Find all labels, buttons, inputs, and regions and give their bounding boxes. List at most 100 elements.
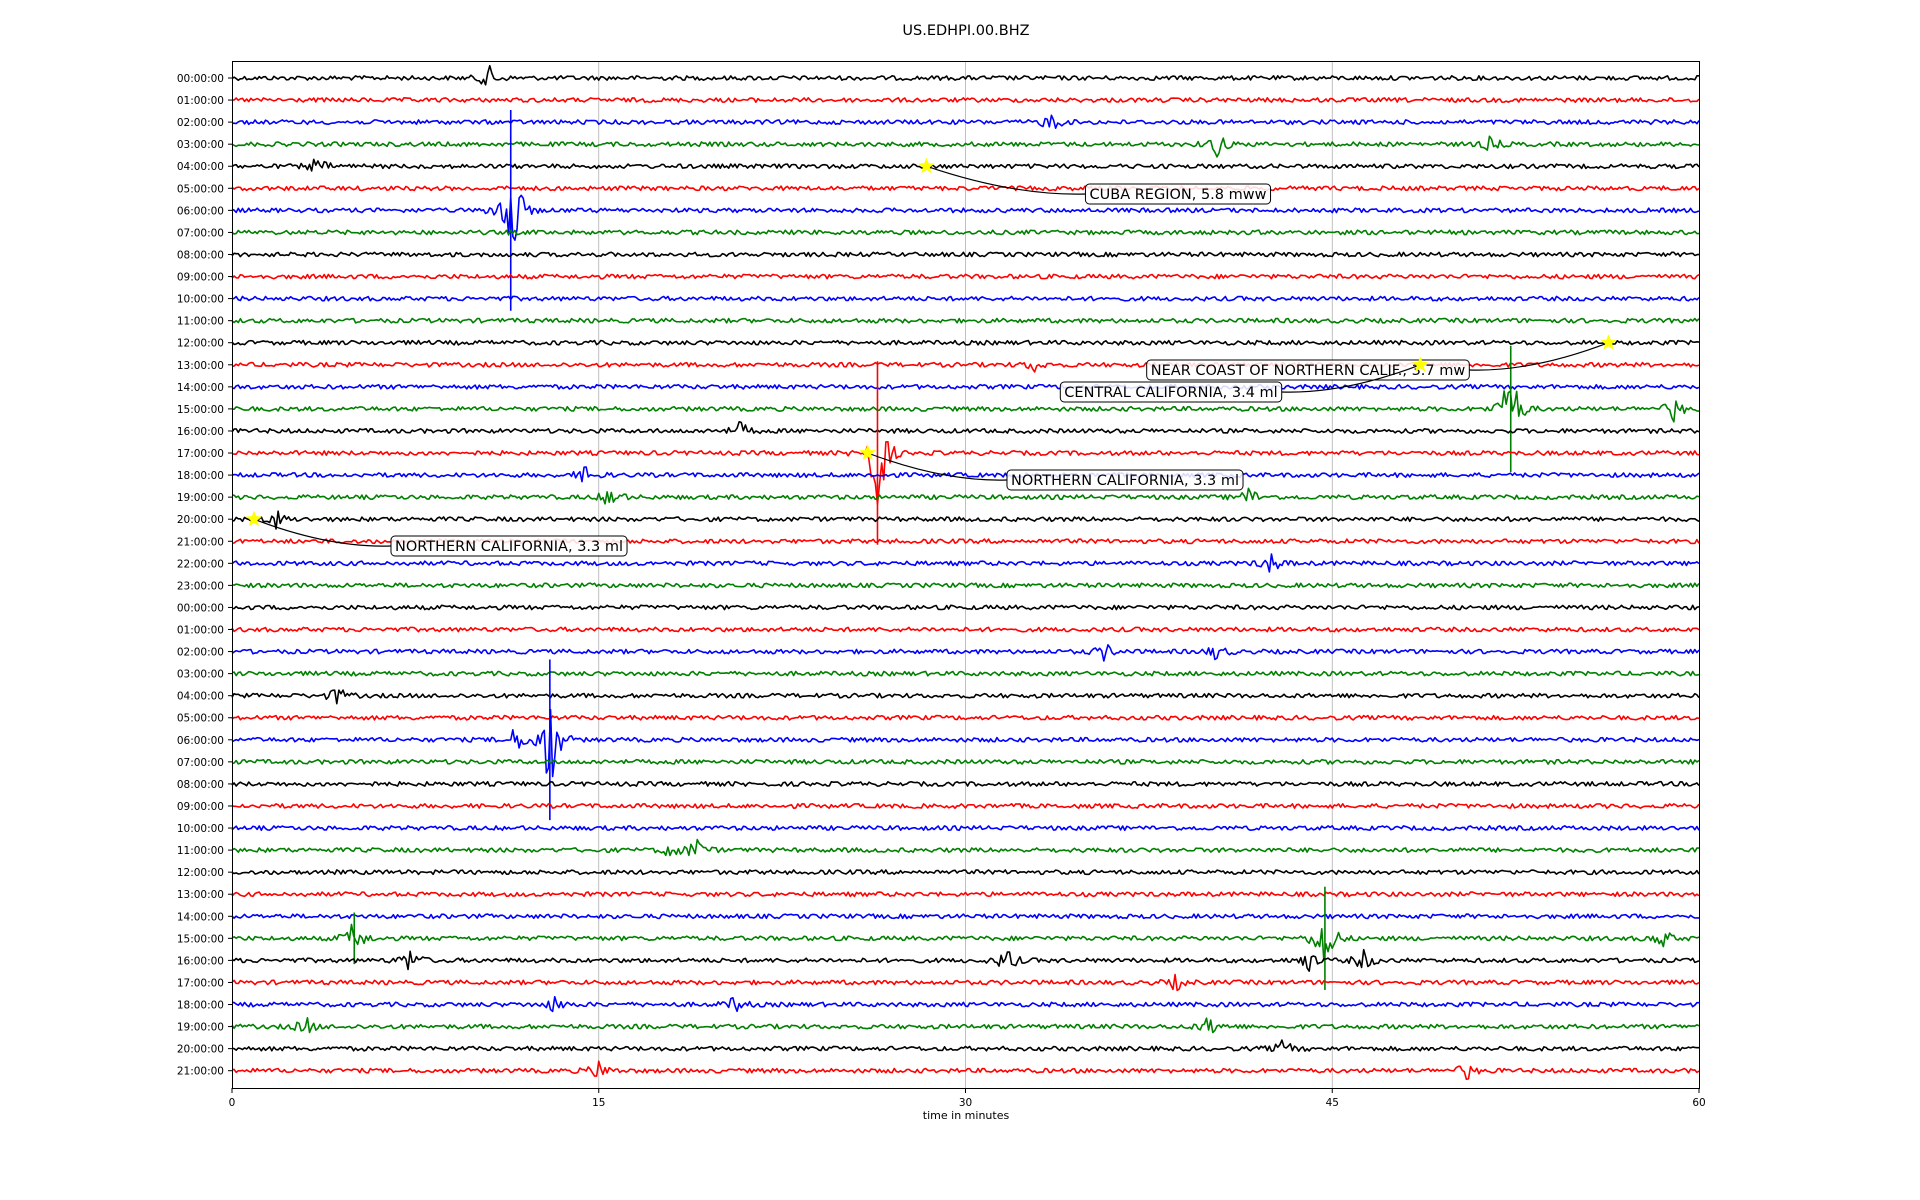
y-tick-label: 13:00:00: [177, 360, 224, 372]
trace-row: [231, 869, 1700, 876]
y-tick-label: 14:00:00: [177, 911, 224, 923]
y-tick-label: 12:00:00: [177, 867, 224, 879]
trace-row: [231, 441, 1700, 505]
y-tick-label: 06:00:00: [177, 735, 224, 747]
trace-row: [231, 670, 1700, 677]
y-tick-label: 07:00:00: [177, 757, 224, 769]
y-tick-label: 14:00:00: [177, 382, 224, 394]
trace-row: [231, 626, 1700, 633]
trace-row: [231, 420, 1700, 435]
event-star-marker: [1600, 333, 1617, 350]
x-axis-ticks: 0 15 30 45 60: [229, 1088, 1706, 1109]
event-label: CUBA REGION, 5.8 mww: [1090, 187, 1267, 203]
y-tick-label: 17:00:00: [177, 977, 224, 989]
trace-row: [231, 466, 1700, 483]
trace-row: [231, 838, 1700, 857]
event-label-box: [1146, 359, 1470, 381]
trace-row: [231, 802, 1700, 809]
y-tick-label: 15:00:00: [177, 404, 224, 416]
trace-row: [231, 891, 1700, 898]
y-tick-label: 16:00:00: [177, 955, 224, 967]
event-star-marker: [1412, 356, 1429, 372]
y-tick-label: 22:00:00: [177, 558, 224, 570]
y-tick-label: 02:00:00: [177, 647, 224, 659]
x-tick-label: 15: [592, 1097, 605, 1109]
trace-row: [231, 487, 1700, 505]
trace-row: [231, 973, 1700, 992]
trace-row: [231, 251, 1700, 258]
trace-row: [231, 1039, 1700, 1053]
y-tick-label: 11:00:00: [177, 845, 224, 857]
trace-row: [231, 825, 1700, 832]
y-tick-label: 08:00:00: [177, 779, 224, 791]
y-tick-label: 00:00:00: [177, 602, 224, 614]
event-label-box: [1006, 469, 1244, 491]
y-tick-label: 04:00:00: [177, 691, 224, 703]
trace-row: [231, 689, 1700, 705]
y-tick-label: 05:00:00: [177, 183, 224, 195]
x-axis-label: time in minutes: [923, 1109, 1010, 1122]
trace-row: [231, 1060, 1700, 1081]
trace-row: [231, 510, 1700, 530]
event-label: NEAR COAST OF NORTHERN CALIF., 3.7 mw: [1151, 363, 1466, 379]
y-tick-label: 07:00:00: [177, 227, 224, 239]
y-tick-label: 16:00:00: [177, 426, 224, 438]
trace-row: [231, 229, 1700, 236]
y-tick-label: 01:00:00: [177, 625, 224, 637]
y-tick-label: 18:00:00: [177, 470, 224, 482]
y-tick-label: 17:00:00: [177, 448, 224, 460]
y-tick-label: 20:00:00: [177, 514, 224, 526]
event-label: CENTRAL CALIFORNIA, 3.4 ml: [1064, 385, 1277, 401]
event-label-box: [390, 535, 628, 557]
trace-row: [231, 194, 1700, 241]
trace-row: [231, 114, 1700, 129]
y-tick-label: 21:00:00: [177, 536, 224, 548]
event-label: NORTHERN CALIFORNIA, 3.3 ml: [395, 539, 623, 555]
event-connector: [253, 518, 392, 547]
y-tick-label: 13:00:00: [177, 889, 224, 901]
trace-row: [231, 948, 1700, 972]
trace-row: [231, 317, 1700, 324]
y-tick-label: 06:00:00: [177, 205, 224, 217]
event-label-box: [1059, 381, 1283, 403]
trace-row: [231, 780, 1700, 787]
event-connector: [1281, 364, 1421, 393]
y-tick-label: 21:00:00: [177, 1066, 224, 1078]
trace-row: [231, 995, 1700, 1013]
event-connector: [926, 165, 1086, 195]
trace-row: [231, 185, 1700, 192]
trace-row: [231, 758, 1700, 765]
trace-row: [231, 913, 1700, 920]
chart-title: US.EDHPI.00.BHZ: [902, 23, 1029, 39]
y-tick-label: 00:00:00: [177, 73, 224, 85]
trace-row: [231, 604, 1700, 611]
trace-row: [231, 64, 1700, 86]
trace-row: [231, 339, 1700, 346]
trace-row: [231, 390, 1700, 423]
event-layer: CUBA REGION, 5.8 mww NEAR COAST OF NORTHE…: [245, 157, 1617, 557]
event-connector: [867, 452, 1008, 481]
y-tick-label: 11:00:00: [177, 316, 224, 328]
event-label-box: [1084, 183, 1272, 205]
y-tick-label: 05:00:00: [177, 713, 224, 725]
trace-row: [231, 708, 1700, 778]
y-tick-label: 19:00:00: [177, 1022, 224, 1034]
event-star-marker: [859, 444, 876, 461]
trace-row: [231, 135, 1700, 158]
y-tick-label: 12:00:00: [177, 338, 224, 350]
y-tick-label: 23:00:00: [177, 580, 224, 592]
trace-row: [231, 714, 1700, 721]
trace-row: [231, 582, 1700, 589]
event-label: NORTHERN CALIFORNIA, 3.3 ml: [1011, 473, 1239, 489]
y-tick-label: 01:00:00: [177, 95, 224, 107]
y-tick-label: 09:00:00: [177, 801, 224, 813]
y-tick-label: 03:00:00: [177, 669, 224, 681]
event-star-marker: [245, 510, 263, 527]
x-tick-label: 45: [1326, 1097, 1339, 1109]
trace-layer: [231, 64, 1700, 1081]
y-tick-label: 15:00:00: [177, 933, 224, 945]
trace-row: [231, 383, 1700, 390]
y-tick-label: 09:00:00: [177, 272, 224, 284]
y-tick-label: 18:00:00: [177, 1000, 224, 1012]
